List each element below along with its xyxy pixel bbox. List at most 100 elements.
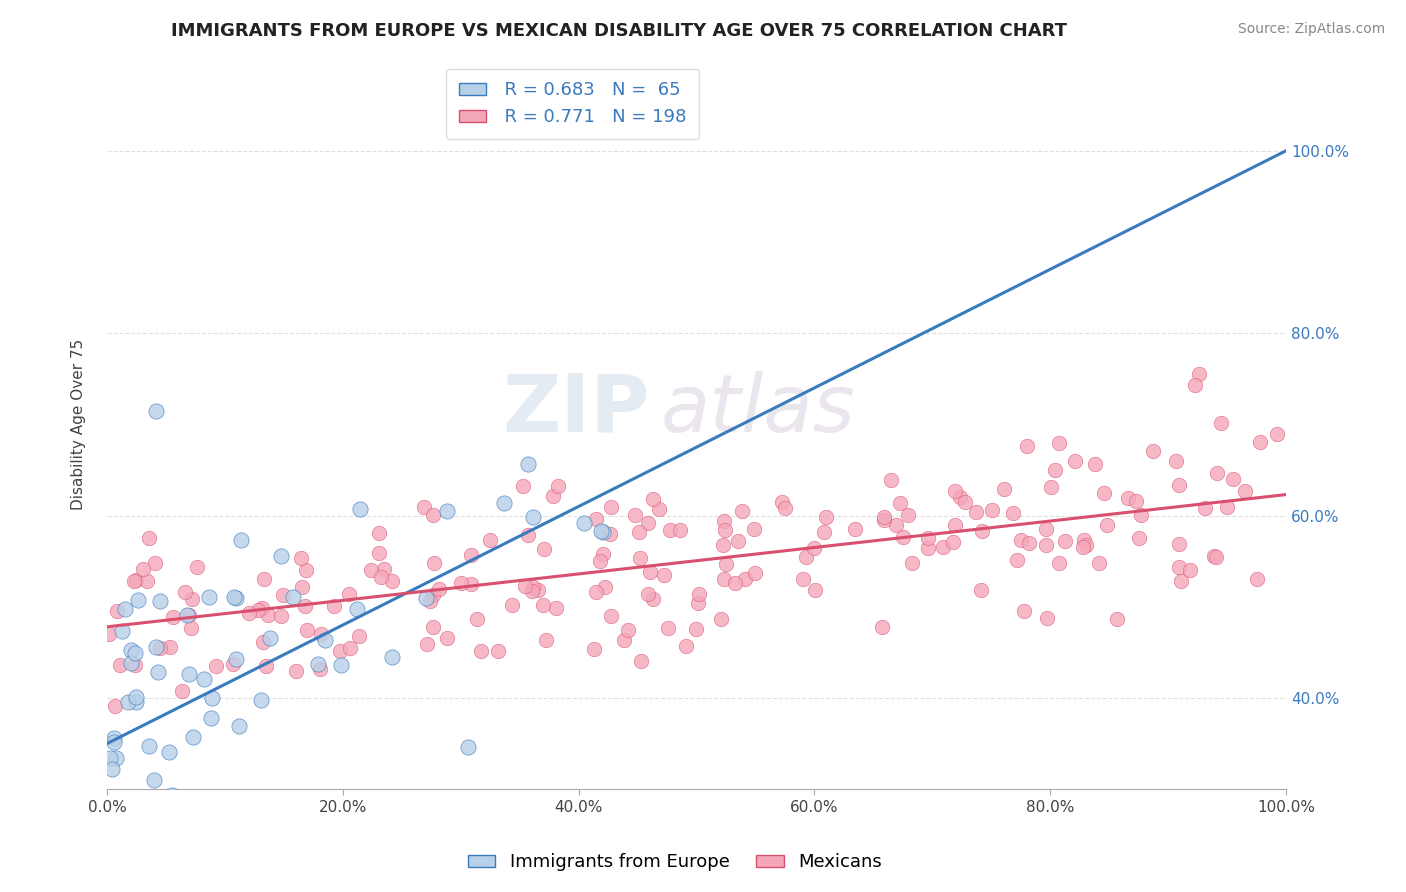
Point	[616, 623, 638, 637]
Point	[1170, 574, 1192, 589]
Point	[145, 640, 167, 654]
Point	[512, 479, 534, 493]
Point	[247, 603, 270, 617]
Point	[162, 806, 184, 821]
Point	[1015, 438, 1038, 452]
Point	[226, 808, 249, 822]
Point	[373, 562, 395, 576]
Point	[1184, 377, 1206, 392]
Point	[250, 601, 273, 615]
Point	[638, 565, 661, 579]
Point	[125, 573, 148, 587]
Point	[176, 607, 198, 622]
Point	[714, 524, 737, 538]
Point	[1167, 560, 1189, 574]
Point	[600, 608, 623, 623]
Point	[122, 860, 145, 874]
Point	[965, 504, 987, 518]
Point	[103, 731, 125, 746]
Point	[1233, 484, 1256, 499]
Point	[1211, 416, 1233, 430]
Point	[415, 591, 437, 606]
Point	[120, 643, 142, 657]
Point	[200, 711, 222, 725]
Point	[347, 629, 370, 643]
Point	[145, 404, 167, 418]
Point	[599, 500, 621, 514]
Point	[517, 528, 540, 542]
Point	[367, 545, 389, 559]
Point	[329, 657, 352, 672]
Point	[117, 695, 139, 709]
Point	[993, 482, 1015, 496]
Point	[1178, 563, 1201, 577]
Point	[1092, 485, 1115, 500]
Point	[589, 554, 612, 568]
Point	[1222, 472, 1244, 486]
Point	[522, 580, 544, 594]
Point	[323, 599, 346, 613]
Point	[125, 690, 148, 705]
Point	[734, 572, 756, 586]
Point	[592, 524, 614, 539]
Point	[770, 494, 793, 508]
Point	[546, 601, 568, 615]
Point	[159, 640, 181, 654]
Point	[675, 640, 697, 654]
Point	[308, 662, 330, 676]
Point	[637, 516, 659, 531]
Point	[1047, 557, 1070, 571]
Point	[1167, 478, 1189, 492]
Point	[1168, 536, 1191, 550]
Point	[339, 641, 361, 656]
Point	[1043, 463, 1066, 477]
Point	[1018, 536, 1040, 550]
Point	[641, 592, 664, 607]
Point	[198, 590, 221, 604]
Point	[1206, 466, 1229, 480]
Point	[804, 583, 827, 598]
Point	[669, 523, 692, 537]
Point	[201, 690, 224, 705]
Point	[295, 624, 318, 638]
Point	[108, 816, 131, 830]
Point	[422, 508, 444, 522]
Point	[1039, 480, 1062, 494]
Point	[641, 491, 664, 506]
Point	[148, 805, 170, 820]
Point	[307, 657, 329, 671]
Point	[360, 563, 382, 577]
Point	[193, 672, 215, 686]
Point	[162, 609, 184, 624]
Point	[970, 524, 993, 538]
Point	[1014, 603, 1036, 617]
Point	[652, 567, 675, 582]
Point	[724, 576, 747, 591]
Point	[1164, 453, 1187, 467]
Point	[727, 534, 749, 549]
Point	[124, 658, 146, 673]
Point	[1005, 552, 1028, 566]
Point	[143, 556, 166, 570]
Point	[436, 631, 458, 645]
Point	[309, 627, 332, 641]
Point	[138, 532, 160, 546]
Point	[585, 511, 607, 525]
Point	[138, 739, 160, 753]
Point	[792, 572, 814, 586]
Point	[630, 654, 652, 668]
Point	[149, 641, 172, 656]
Point	[104, 751, 127, 765]
Legend:   R = 0.683   N =  65,   R = 0.771   N = 198: R = 0.683 N = 65, R = 0.771 N = 198	[446, 69, 699, 139]
Point	[295, 563, 318, 577]
Point	[1097, 517, 1119, 532]
Point	[152, 861, 174, 875]
Point	[1076, 538, 1098, 552]
Point	[1204, 549, 1226, 563]
Point	[205, 659, 228, 673]
Point	[229, 533, 252, 547]
Point	[686, 596, 709, 610]
Point	[110, 624, 132, 638]
Point	[170, 683, 193, 698]
Point	[1116, 491, 1139, 506]
